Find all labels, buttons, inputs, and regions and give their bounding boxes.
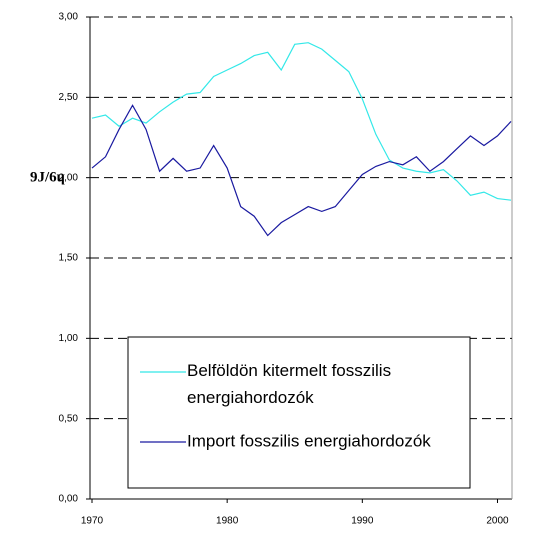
x-tick-label: 2000 <box>486 516 509 527</box>
y-tick-label: 2,00 <box>59 172 79 183</box>
legend-label: Import fosszilis energiahordozók <box>187 431 431 450</box>
y-tick-label: 0,50 <box>59 413 79 424</box>
legend <box>127 336 471 489</box>
legend-label: Belföldön kitermelt fosszilis energiahord… <box>187 361 391 407</box>
y-tick-label: 1,00 <box>59 333 79 344</box>
x-tick-label: 1970 <box>81 516 104 527</box>
series-line <box>91 104 512 237</box>
y-tick-label: 0,00 <box>59 494 79 505</box>
y-axis-label: 9J/6ɥ <box>30 169 65 185</box>
x-tick-label: 1980 <box>216 516 239 527</box>
series-line <box>91 42 512 201</box>
y-tick-label: 2,50 <box>59 92 79 103</box>
y-tick-label: 1,50 <box>59 253 79 264</box>
y-tick-label: 3,00 <box>59 12 79 23</box>
x-tick-label: 1990 <box>351 516 374 527</box>
